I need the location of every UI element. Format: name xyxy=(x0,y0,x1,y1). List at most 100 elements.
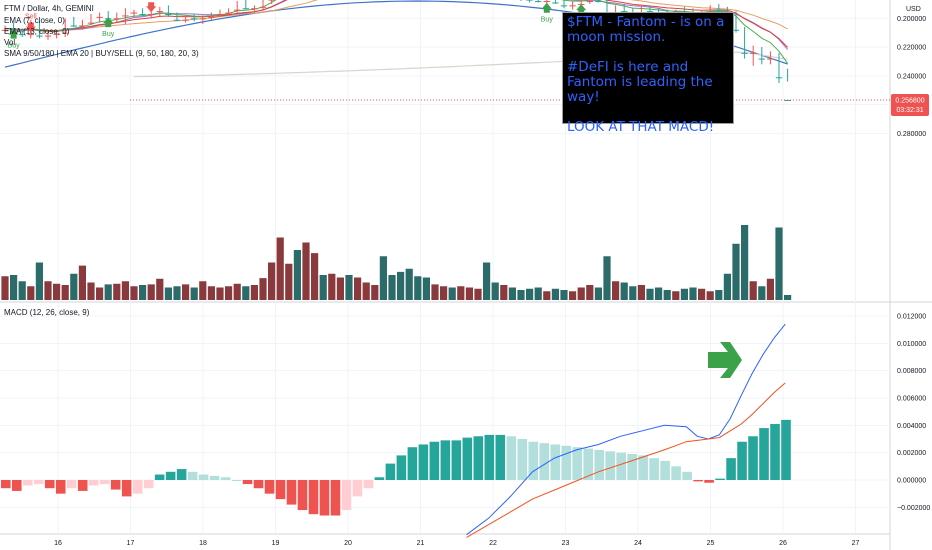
macd-histogram-bar xyxy=(462,437,473,480)
candle-body xyxy=(199,18,206,20)
volume-bar xyxy=(603,256,611,300)
candle-body xyxy=(595,1,602,3)
annotation-line-3: LOOK AT THAT MACD! xyxy=(567,119,715,135)
macd-histogram-bar xyxy=(264,480,275,494)
volume-bar xyxy=(190,287,198,300)
volume-bar xyxy=(715,290,723,300)
time-tick-label: 26 xyxy=(779,540,787,547)
volume-bar xyxy=(612,281,620,300)
candle-body xyxy=(130,12,138,14)
volume-bar xyxy=(637,285,645,300)
time-tick-label: 20 xyxy=(344,540,352,547)
candle-body xyxy=(113,18,120,20)
volume-bar xyxy=(242,286,250,300)
volume-bar xyxy=(517,290,525,300)
volume-bar xyxy=(500,285,508,300)
macd-histogram-bar xyxy=(407,447,418,480)
candle-body xyxy=(62,32,69,34)
macd-histogram-bar xyxy=(374,477,385,480)
candle-body xyxy=(19,34,26,36)
candle-body xyxy=(560,5,568,7)
candle-body xyxy=(36,35,43,37)
macd-histogram-bar xyxy=(770,423,780,480)
volume-bar xyxy=(61,285,69,300)
candle-body xyxy=(87,22,95,24)
macd-histogram-bar xyxy=(88,480,99,486)
volume-bar xyxy=(457,286,465,300)
macd-histogram-bar xyxy=(649,458,659,480)
sma-pack-legend[interactable]: SMA 9/50/180 | EMA 20 | BUY/SELL (9, 50,… xyxy=(4,49,199,58)
macd-histogram-bar xyxy=(495,434,506,480)
macd-histogram-bar xyxy=(44,480,55,489)
time-tick-label: 17 xyxy=(127,540,135,547)
volume-bar xyxy=(405,268,413,300)
macd-histogram-bar xyxy=(671,466,681,480)
candle-body xyxy=(122,15,129,17)
macd-histogram-bar xyxy=(33,480,44,485)
macd-histogram-bar xyxy=(363,480,374,489)
volume-bar xyxy=(543,291,551,300)
macd-histogram-bar xyxy=(66,480,77,489)
volume-bar xyxy=(207,286,215,300)
volume-bar xyxy=(758,286,766,300)
candle-body xyxy=(165,13,172,15)
volume-bar xyxy=(534,287,542,300)
volume-bar xyxy=(431,284,439,300)
candle-body xyxy=(268,0,275,1)
vol-legend[interactable]: Vol xyxy=(4,38,16,47)
volume-bar xyxy=(285,263,293,300)
macd-histogram-bar xyxy=(352,480,363,497)
price-tick-label: 0.240000 xyxy=(897,73,926,80)
volume-bar xyxy=(749,281,757,300)
volume-bar xyxy=(104,284,112,300)
candle-body xyxy=(216,13,224,15)
candle-body xyxy=(139,13,146,15)
macd-histogram-bar xyxy=(22,480,33,486)
macd-histogram-bar xyxy=(132,480,143,494)
candle-body xyxy=(715,9,722,11)
macd-histogram-bar xyxy=(429,441,440,480)
macd-pane[interactable] xyxy=(1,323,791,538)
volume-bar xyxy=(422,277,430,300)
candle-body xyxy=(646,11,654,13)
volume-bar xyxy=(689,287,697,300)
macd-histogram-bar xyxy=(616,452,626,480)
candle-body xyxy=(586,1,593,3)
macd-histogram-bar xyxy=(99,480,110,485)
macd-legend[interactable]: MACD (12, 26, close, 9) xyxy=(4,308,90,317)
price-tick-label: 0.200000 xyxy=(897,16,926,23)
macd-histogram-bar xyxy=(330,480,341,516)
volume-bar xyxy=(130,286,138,300)
macd-histogram-bar xyxy=(275,480,286,500)
volume-bar xyxy=(182,284,190,300)
macd-histogram-bar xyxy=(176,469,187,480)
volume-bar xyxy=(629,286,637,300)
volume-bar xyxy=(173,286,181,300)
macd-histogram-bar xyxy=(726,458,736,480)
ema13-legend[interactable]: EMA (13, close, 0) xyxy=(4,27,70,36)
macd-tick-label: 0.000000 xyxy=(897,478,926,485)
volume-bar xyxy=(96,287,104,300)
candle-body xyxy=(191,18,198,20)
macd-histogram-bar xyxy=(550,444,561,480)
buy-arrow-icon xyxy=(103,17,114,28)
buy-marker-label: Buy xyxy=(541,17,554,24)
volume-bar xyxy=(577,287,585,300)
buy-arrow-icon xyxy=(541,2,552,13)
macd-histogram-bar xyxy=(110,480,121,490)
candle-body xyxy=(750,52,757,54)
volume-bar xyxy=(414,276,422,300)
macd-histogram-bar xyxy=(55,480,66,494)
macd-histogram-bar xyxy=(440,440,451,480)
text-annotation[interactable]: $FTM - Fantom - is on a moon mission. #D… xyxy=(562,12,734,135)
macd-histogram-bar xyxy=(1,480,11,489)
candle-body xyxy=(526,0,533,1)
candle-body xyxy=(79,25,86,27)
volume-bar xyxy=(586,285,594,300)
volume-bar xyxy=(139,285,147,300)
volume-bar xyxy=(680,288,688,300)
price-tag-countdown: 03:32:31 xyxy=(896,107,923,114)
ema7-legend[interactable]: EMA (7, close, 0) xyxy=(4,16,65,25)
volume-bar xyxy=(1,276,9,300)
